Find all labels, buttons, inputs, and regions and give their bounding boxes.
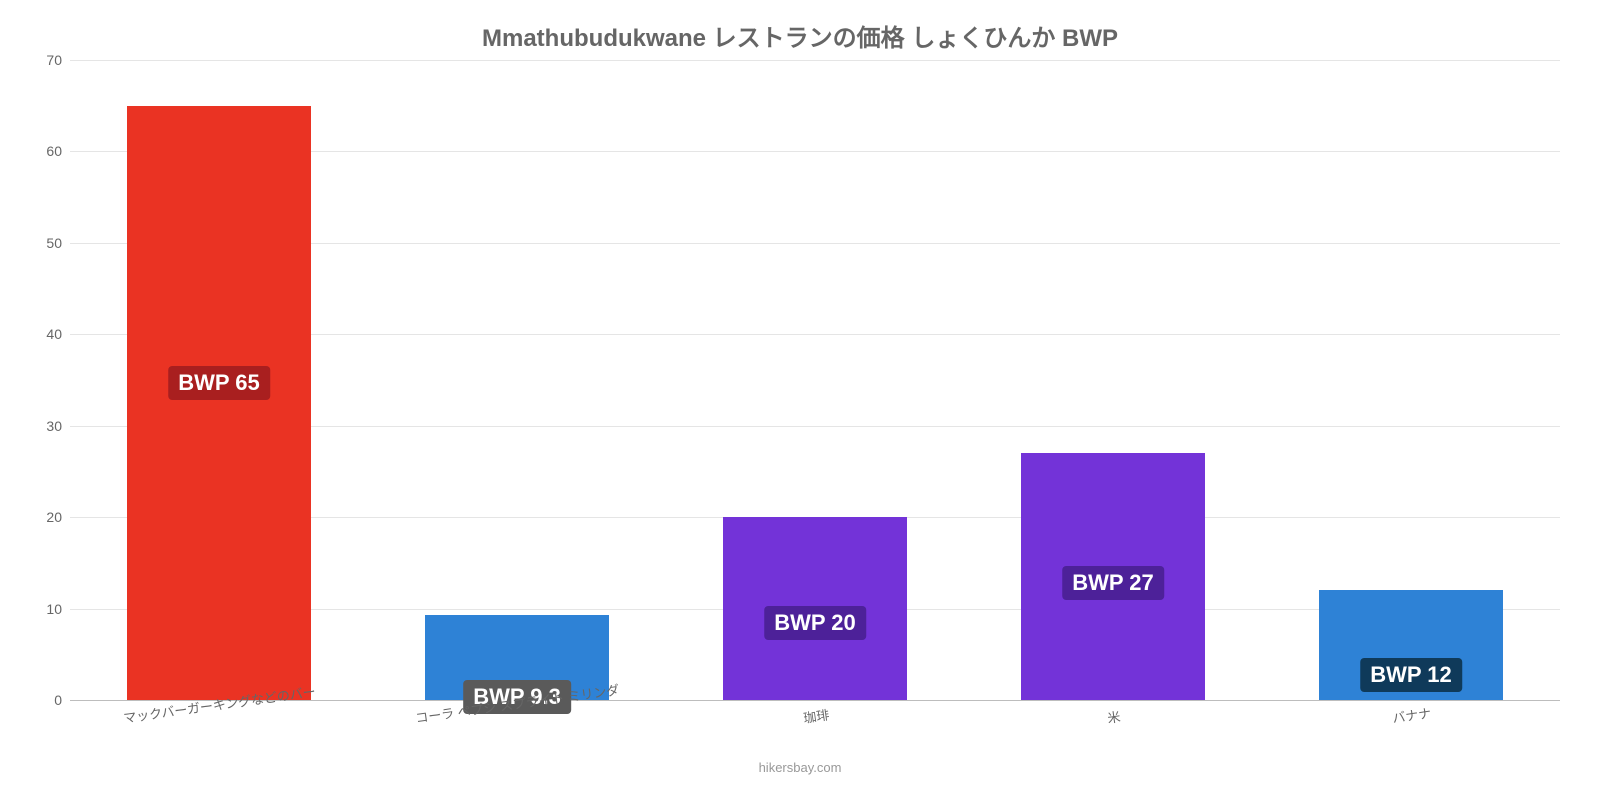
bar-slot: BWP 9.3	[368, 60, 666, 700]
bar-slot: BWP 20	[666, 60, 964, 700]
y-tick-label: 30	[46, 418, 70, 434]
x-axis-label: 米	[964, 700, 1262, 728]
x-axis-label: コーラ ペプシ スプライト ミリンダ	[368, 700, 666, 728]
bar-value-label: BWP 65	[168, 366, 270, 400]
bar-value-label: BWP 27	[1062, 566, 1164, 600]
y-tick-label: 50	[46, 235, 70, 251]
bar-slot: BWP 27	[964, 60, 1262, 700]
y-tick-label: 10	[46, 601, 70, 617]
bars-container: BWP 65 BWP 9.3 BWP 20 BWP 27 BWP 12	[70, 60, 1560, 700]
chart-title: Mmathubudukwane レストランの価格 しょくひんか BWP	[0, 18, 1600, 53]
bar-slot: BWP 65	[70, 60, 368, 700]
bar-slot: BWP 12	[1262, 60, 1560, 700]
x-axis-label: マックバーガーキングなどのバー	[70, 700, 368, 728]
y-tick-label: 40	[46, 326, 70, 342]
y-tick-label: 60	[46, 143, 70, 159]
bar: BWP 65	[127, 106, 312, 700]
x-axis-label: バナナ	[1262, 700, 1560, 728]
price-bar-chart: Mmathubudukwane レストランの価格 しょくひんか BWP 0 10 2…	[0, 0, 1600, 800]
bar: BWP 27	[1021, 453, 1206, 700]
plot-area: 010203040506070 BWP 65BWP 9.3BWP 20BWP 2…	[70, 60, 1560, 700]
attribution-text: hikersbay.com	[0, 760, 1600, 775]
x-axis-label: 珈琲	[666, 700, 964, 728]
bar: BWP 20	[723, 517, 908, 700]
bar-value-label: BWP 20	[764, 606, 866, 640]
bar: BWP 12	[1319, 590, 1504, 700]
x-axis-labels: マックバーガーキングなどのバーコーラ ペプシ スプライト ミリンダ珈琲米バナナ	[70, 700, 1560, 728]
y-tick-label: 70	[46, 52, 70, 68]
y-tick-label: 0	[54, 692, 70, 708]
bar-value-label: BWP 12	[1360, 658, 1462, 692]
y-tick-label: 20	[46, 509, 70, 525]
